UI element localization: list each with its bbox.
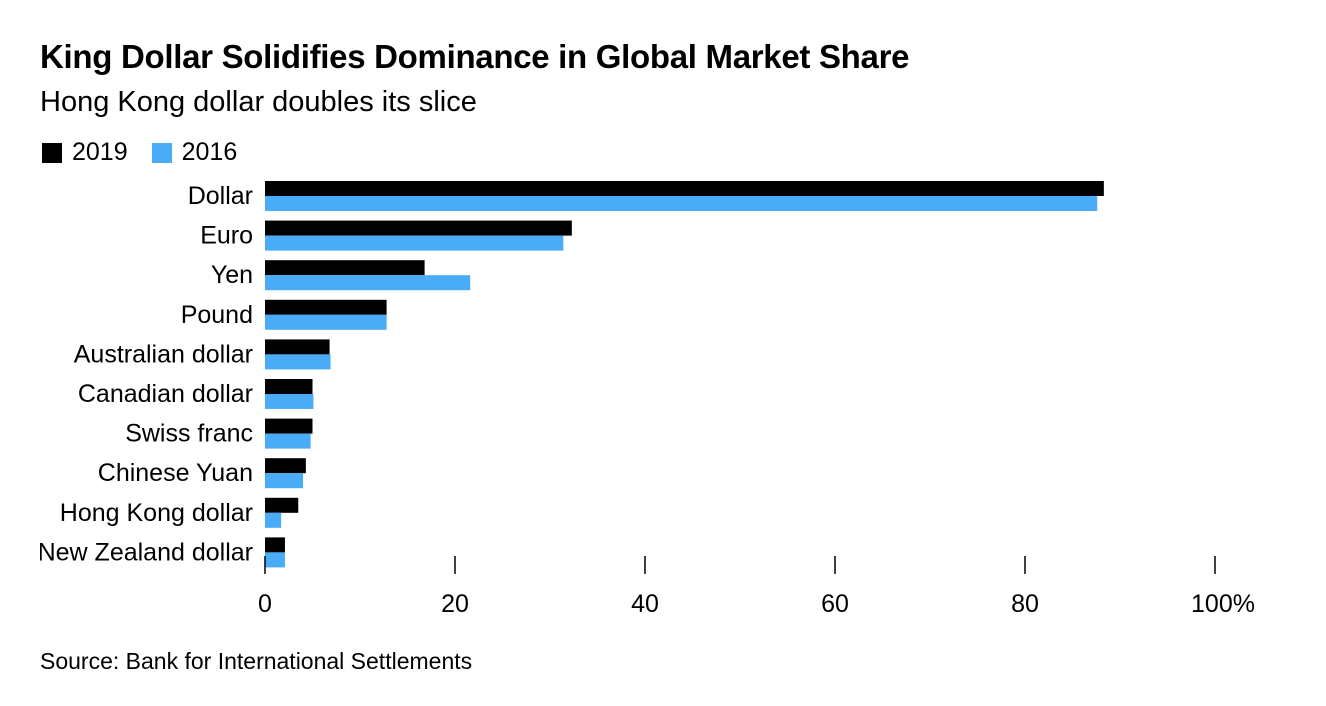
bar-dollar-2019 bbox=[265, 181, 1104, 196]
bar-new-zealand-dollar-2016 bbox=[265, 552, 285, 568]
bar-hong-kong-dollar-2016 bbox=[265, 512, 282, 528]
legend-swatch-2019 bbox=[42, 142, 62, 163]
category-label-pound: Pound bbox=[181, 301, 253, 329]
x-axis: 0 20 40 60 80 100% bbox=[258, 556, 1255, 618]
x-tick-label-5: 100% bbox=[1191, 590, 1255, 618]
x-tick-label-2: 40 bbox=[631, 590, 659, 618]
bar-euro-2019 bbox=[265, 220, 572, 236]
legend-item-2019: 2019 bbox=[42, 138, 128, 167]
legend-label-2019: 2019 bbox=[72, 138, 128, 166]
bar-euro-2016 bbox=[265, 235, 564, 251]
category-label-yen: Yen bbox=[211, 261, 253, 289]
category-labels: Dollar Euro Yen Pound Australian dollar Canad… bbox=[38, 182, 253, 566]
bar-pound-2019 bbox=[265, 299, 387, 315]
bar-new-zealand-dollar-2019 bbox=[265, 537, 285, 553]
bar-hong-kong-dollar-2019 bbox=[265, 497, 299, 513]
legend-item-2016: 2016 bbox=[151, 138, 238, 167]
category-label-canadian-dollar: Canadian dollar bbox=[78, 380, 253, 408]
category-label-chinese-yuan: Chinese Yuan bbox=[98, 459, 253, 487]
bars-group bbox=[265, 181, 1104, 568]
source-note: Source: Bank for International Settlemen… bbox=[40, 648, 473, 674]
bar-australian-dollar-2016 bbox=[265, 354, 331, 370]
x-tick-label-0: 0 bbox=[258, 590, 272, 618]
x-tick-label-3: 60 bbox=[821, 590, 849, 618]
bar-chinese-yuan-2016 bbox=[265, 473, 303, 489]
bar-dollar-2016 bbox=[265, 196, 1098, 211]
bar-canadian-dollar-2019 bbox=[265, 379, 313, 394]
legend: 2019 2016 bbox=[42, 138, 261, 167]
bar-yen-2016 bbox=[265, 275, 471, 291]
category-label-euro: Euro bbox=[200, 222, 253, 250]
legend-swatch-2016 bbox=[151, 142, 172, 163]
bar-australian-dollar-2019 bbox=[265, 339, 330, 355]
category-label-swiss-franc: Swiss franc bbox=[125, 420, 253, 448]
category-label-dollar: Dollar bbox=[188, 182, 253, 210]
bar-chinese-yuan-2019 bbox=[265, 458, 306, 474]
x-tick-label-1: 20 bbox=[441, 590, 469, 618]
bar-swiss-franc-2019 bbox=[265, 418, 313, 434]
bar-yen-2019 bbox=[265, 260, 425, 276]
bar-pound-2016 bbox=[265, 314, 387, 330]
category-label-australian-dollar: Australian dollar bbox=[74, 340, 253, 368]
chart-subtitle: Hong Kong dollar doubles its slice bbox=[40, 86, 477, 118]
bar-swiss-franc-2016 bbox=[265, 433, 311, 449]
legend-label-2016: 2016 bbox=[181, 138, 238, 166]
category-label-hong-kong-dollar: Hong Kong dollar bbox=[60, 499, 253, 527]
chart-title: King Dollar Solidifies Dominance in Glob… bbox=[40, 38, 910, 75]
category-label-new-zealand-dollar: New Zealand dollar bbox=[38, 538, 253, 566]
bar-canadian-dollar-2016 bbox=[265, 394, 314, 409]
x-tick-label-4: 80 bbox=[1011, 590, 1039, 618]
